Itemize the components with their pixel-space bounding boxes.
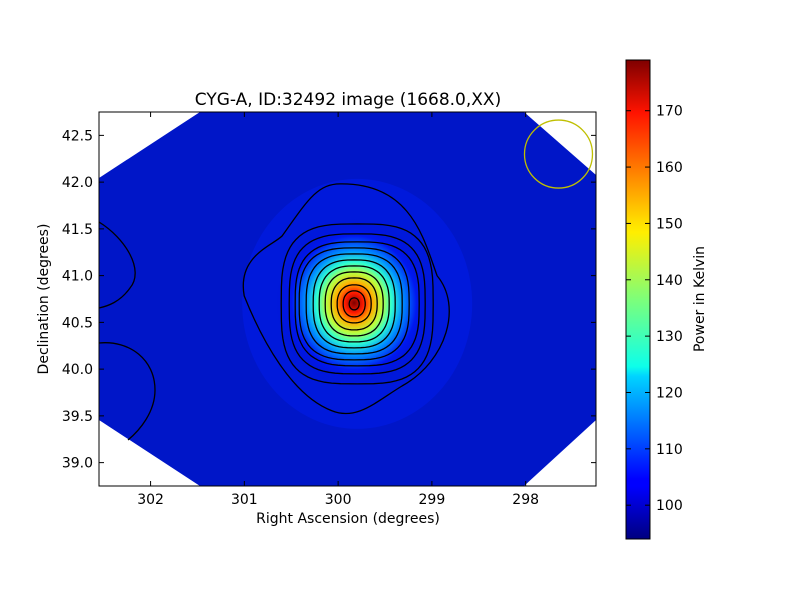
y-tick-label: 42.0 bbox=[62, 175, 93, 191]
y-tick-label: 41.5 bbox=[62, 222, 93, 238]
contour-ring bbox=[312, 259, 396, 349]
colorbar-tick-label: 120 bbox=[656, 385, 683, 401]
x-tick-label: 302 bbox=[137, 492, 164, 508]
colorbar-tick-label: 160 bbox=[656, 160, 683, 176]
y-tick-label: 42.5 bbox=[62, 128, 93, 144]
colorbar-frame bbox=[625, 59, 651, 540]
x-axis-ticks: 302 301 300 299 298 bbox=[137, 112, 539, 508]
heatmap-peak-glow bbox=[242, 178, 473, 429]
contour-ring bbox=[342, 290, 366, 318]
y-tick-label: 40.0 bbox=[62, 362, 93, 378]
colorbar-gradient bbox=[626, 60, 650, 539]
colorbar-label: Power in Kelvin bbox=[692, 246, 708, 352]
colorbar-ticks: 100 110 120 130 140 150 160 170 bbox=[626, 104, 683, 514]
plot-area bbox=[99, 112, 596, 486]
left-contour-lower bbox=[99, 342, 156, 441]
contour-ring bbox=[348, 297, 360, 311]
colorbar-tick-label: 170 bbox=[656, 104, 683, 120]
colorbar-tick-label: 150 bbox=[656, 216, 683, 232]
left-contour-upper bbox=[99, 221, 136, 309]
contour-ring bbox=[305, 253, 403, 355]
contour-outer bbox=[242, 183, 450, 415]
contour-lines bbox=[242, 183, 450, 415]
beam-circle bbox=[523, 119, 594, 189]
contour-ring bbox=[318, 265, 390, 343]
colorbar-tick-label: 110 bbox=[656, 442, 683, 458]
x-tick-label: 301 bbox=[231, 492, 258, 508]
contour-ring bbox=[324, 271, 384, 337]
x-tick-label: 300 bbox=[325, 492, 352, 508]
y-tick-label: 40.5 bbox=[62, 315, 93, 331]
peak-core bbox=[276, 218, 433, 387]
x-tick-label: 299 bbox=[419, 492, 446, 508]
x-axis-label: Right Ascension (degrees) bbox=[256, 511, 440, 527]
contour-ring bbox=[336, 284, 372, 324]
y-tick-label: 39.0 bbox=[62, 456, 93, 472]
plot-frame bbox=[98, 111, 597, 487]
y-tick-label: 39.5 bbox=[62, 409, 93, 425]
colorbar: 100 110 120 130 140 150 160 170 Power in Kelvin bbox=[625, 59, 708, 540]
colorbar-tick-label: 100 bbox=[656, 498, 683, 514]
y-tick-label: 41.0 bbox=[62, 269, 93, 285]
contour-ring bbox=[280, 223, 434, 385]
colorbar-tick-label: 140 bbox=[656, 273, 683, 289]
contour-ring bbox=[298, 247, 410, 361]
contour-ring bbox=[294, 241, 420, 367]
y-axis-label: Declination (degrees) bbox=[36, 224, 52, 375]
chart-title: CYG-A, ID:32492 image (1668.0,XX) bbox=[195, 90, 501, 110]
colorbar-tick-label: 130 bbox=[656, 329, 683, 345]
contour-ring bbox=[288, 233, 426, 375]
x-tick-label: 298 bbox=[512, 492, 539, 508]
contour-ring bbox=[330, 277, 378, 331]
y-axis-ticks: 39.0 39.5 40.0 40.5 41.0 41.5 42.0 42.5 bbox=[62, 128, 596, 472]
